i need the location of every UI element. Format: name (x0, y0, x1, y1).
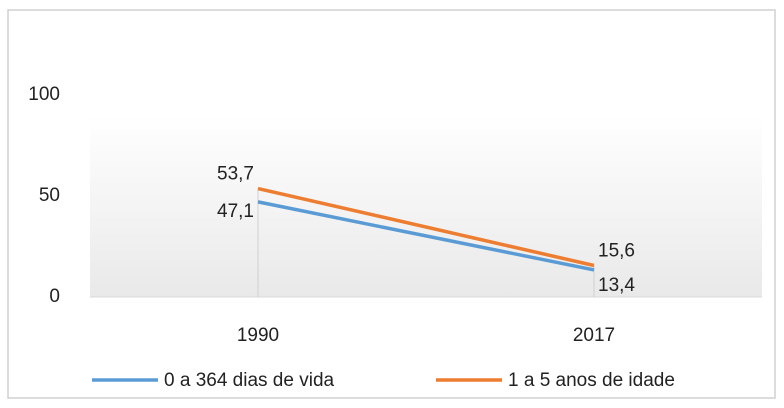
data-label: 47,1 (217, 201, 254, 222)
y-tick-label: 0 (49, 286, 60, 307)
legend-label: 0 a 364 dias de vida (164, 370, 335, 391)
legend-label: 1 a 5 anos de idade (508, 370, 675, 391)
plot-background (90, 115, 762, 297)
data-label: 15,6 (598, 241, 635, 262)
data-label: 53,7 (217, 164, 254, 185)
x-tick-label: 2017 (573, 325, 615, 346)
x-tick-label: 1990 (237, 325, 279, 346)
y-tick-label: 100 (28, 84, 60, 105)
data-label: 13,4 (598, 275, 635, 296)
y-tick-label: 50 (39, 185, 60, 206)
series-line (257, 186, 595, 268)
series-line (257, 200, 595, 272)
